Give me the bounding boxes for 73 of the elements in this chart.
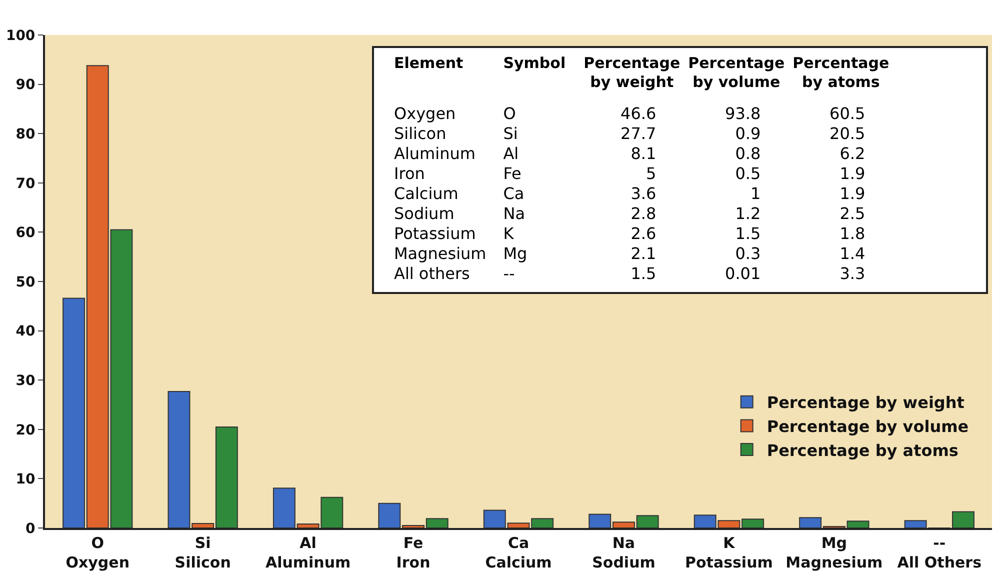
text: Aluminum <box>394 144 476 163</box>
text: 1.8 <box>840 224 866 243</box>
category-label: Element <box>393 54 464 74</box>
x-tick-label: Fe Iron <box>396 534 430 572</box>
x-tick-label: Mg Magnesium <box>786 534 883 572</box>
text: 1.2 <box>735 204 761 223</box>
y-tick-label: 40 <box>16 324 36 340</box>
category-label: Percentage by weight <box>582 54 682 92</box>
text: 0.5 <box>735 164 761 183</box>
text: 1.5 <box>630 264 656 283</box>
text: 5 <box>646 164 656 183</box>
legend-label: Percentage by volume <box>766 416 969 436</box>
y-tick-label: 70 <box>16 176 36 192</box>
text: Na <box>503 204 525 223</box>
category-label: Symbol <box>502 54 567 74</box>
y-tick-label: 0 <box>25 520 36 537</box>
text: Fe <box>503 164 522 183</box>
text: 0.9 <box>735 124 761 143</box>
category-label: Percentage by atoms <box>792 54 890 92</box>
text: Al <box>503 144 519 163</box>
text: Magnesium <box>394 244 486 263</box>
text: Oxygen <box>394 104 456 123</box>
text: 20.5 <box>830 124 866 143</box>
text: 0.3 <box>735 244 761 263</box>
text: 27.7 <box>620 124 656 143</box>
x-tick-label: Si Silicon <box>174 534 231 572</box>
y-tick-label: 50 <box>16 274 36 290</box>
text: 6.2 <box>840 144 866 163</box>
x-tick-label: Na Sodium <box>592 534 656 572</box>
text: 1.9 <box>840 184 866 203</box>
text: 0.01 <box>725 264 761 283</box>
text: K <box>503 224 514 243</box>
text: -- <box>503 264 515 283</box>
text: 1.9 <box>840 164 866 183</box>
legend-label: Percentage by weight <box>766 393 965 412</box>
text: O <box>503 104 516 123</box>
y-tick-label: 20 <box>16 422 36 438</box>
y-tick-label: 90 <box>16 77 36 94</box>
text: 0.8 <box>735 144 761 163</box>
text: 2.1 <box>630 244 656 263</box>
text: Iron <box>394 164 425 183</box>
y-tick-label: 10 <box>16 472 36 488</box>
text: Si <box>503 124 518 143</box>
text: 2.6 <box>630 224 656 243</box>
y-tick-label: 80 <box>16 126 36 142</box>
text: 8.1 <box>630 144 656 163</box>
x-tick-label: Al Aluminum <box>265 534 351 572</box>
x-tick-label: O Oxygen <box>66 534 130 572</box>
text: 46.6 <box>620 104 656 123</box>
text: 3.6 <box>630 184 656 203</box>
text: 1.5 <box>735 224 761 243</box>
legend-label: Percentage by atoms <box>766 440 958 460</box>
text: Mg <box>503 244 528 263</box>
category-label: Percentage by volume <box>687 54 786 92</box>
text: Sodium <box>394 204 454 223</box>
text: 93.8 <box>725 104 761 123</box>
text: 60.5 <box>830 104 866 123</box>
text: 3.3 <box>840 264 866 283</box>
y-tick-label: 100 <box>6 28 36 44</box>
text: Potassium <box>394 224 476 243</box>
text: All others <box>394 264 470 283</box>
text: 1.4 <box>840 244 866 263</box>
x-tick-label: -- All Others <box>897 534 982 572</box>
text: 2.8 <box>630 204 656 223</box>
text: 1 <box>750 184 761 203</box>
y-tick-label: 30 <box>16 373 36 389</box>
text: 2.5 <box>840 204 866 223</box>
text: Ca <box>503 184 524 203</box>
x-tick-label: Ca Calcium <box>485 534 552 572</box>
text: Calcium <box>394 184 458 203</box>
y-tick-label: 60 <box>16 225 36 242</box>
x-tick-label: K Potassium <box>684 534 773 572</box>
text: Silicon <box>394 124 446 143</box>
